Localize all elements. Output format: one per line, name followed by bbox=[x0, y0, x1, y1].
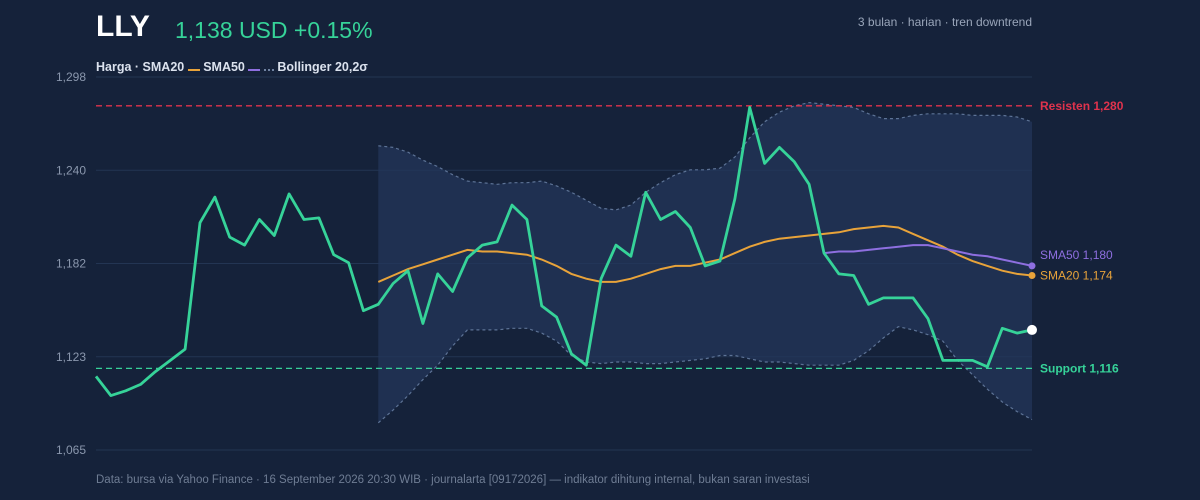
last-price-marker bbox=[1027, 324, 1037, 335]
chart-footer: Data: bursa via Yahoo Finance · 16 Septe… bbox=[96, 474, 810, 486]
legend-bollinger: Bollinger 20,2σ bbox=[277, 60, 368, 74]
sma20-label: SMA20 1,174 bbox=[1040, 269, 1113, 283]
y-tick-label: 1,240 bbox=[56, 163, 86, 177]
sma20-swatch bbox=[187, 61, 200, 75]
sma50-label: SMA50 1,180 bbox=[1040, 248, 1113, 262]
sma50-swatch bbox=[248, 61, 261, 75]
ticker-symbol: LLY bbox=[96, 10, 150, 43]
sma50-line bbox=[823, 244, 1033, 267]
y-tick-label: 1,298 bbox=[56, 70, 86, 84]
sma20-end-marker bbox=[1028, 272, 1036, 280]
sma50-end-marker bbox=[1028, 262, 1036, 270]
chart-meta: 3 bulan · harian · tren downtrend bbox=[857, 15, 1032, 29]
y-tick-label: 1,182 bbox=[56, 257, 86, 271]
y-tick-label: 1,065 bbox=[56, 443, 86, 457]
bollinger-upper-line bbox=[378, 101, 1033, 211]
chart-legend: Harga · SMA20 SMA50 Bollinger 20,2σ bbox=[96, 60, 368, 75]
legend-sma20: SMA20 bbox=[142, 60, 188, 74]
support-label: Support 1,116 bbox=[1040, 361, 1119, 375]
legend-sma50: SMA50 bbox=[203, 60, 249, 74]
bollinger-swatch bbox=[263, 61, 274, 75]
resistance-label: Resisten 1,280 bbox=[1040, 99, 1124, 113]
y-tick-label: 1,123 bbox=[56, 350, 86, 364]
legend-price: Harga · bbox=[96, 60, 143, 74]
price-line bbox=[94, 106, 1033, 397]
price-change: 1,138 USD +0.15% bbox=[175, 17, 373, 43]
